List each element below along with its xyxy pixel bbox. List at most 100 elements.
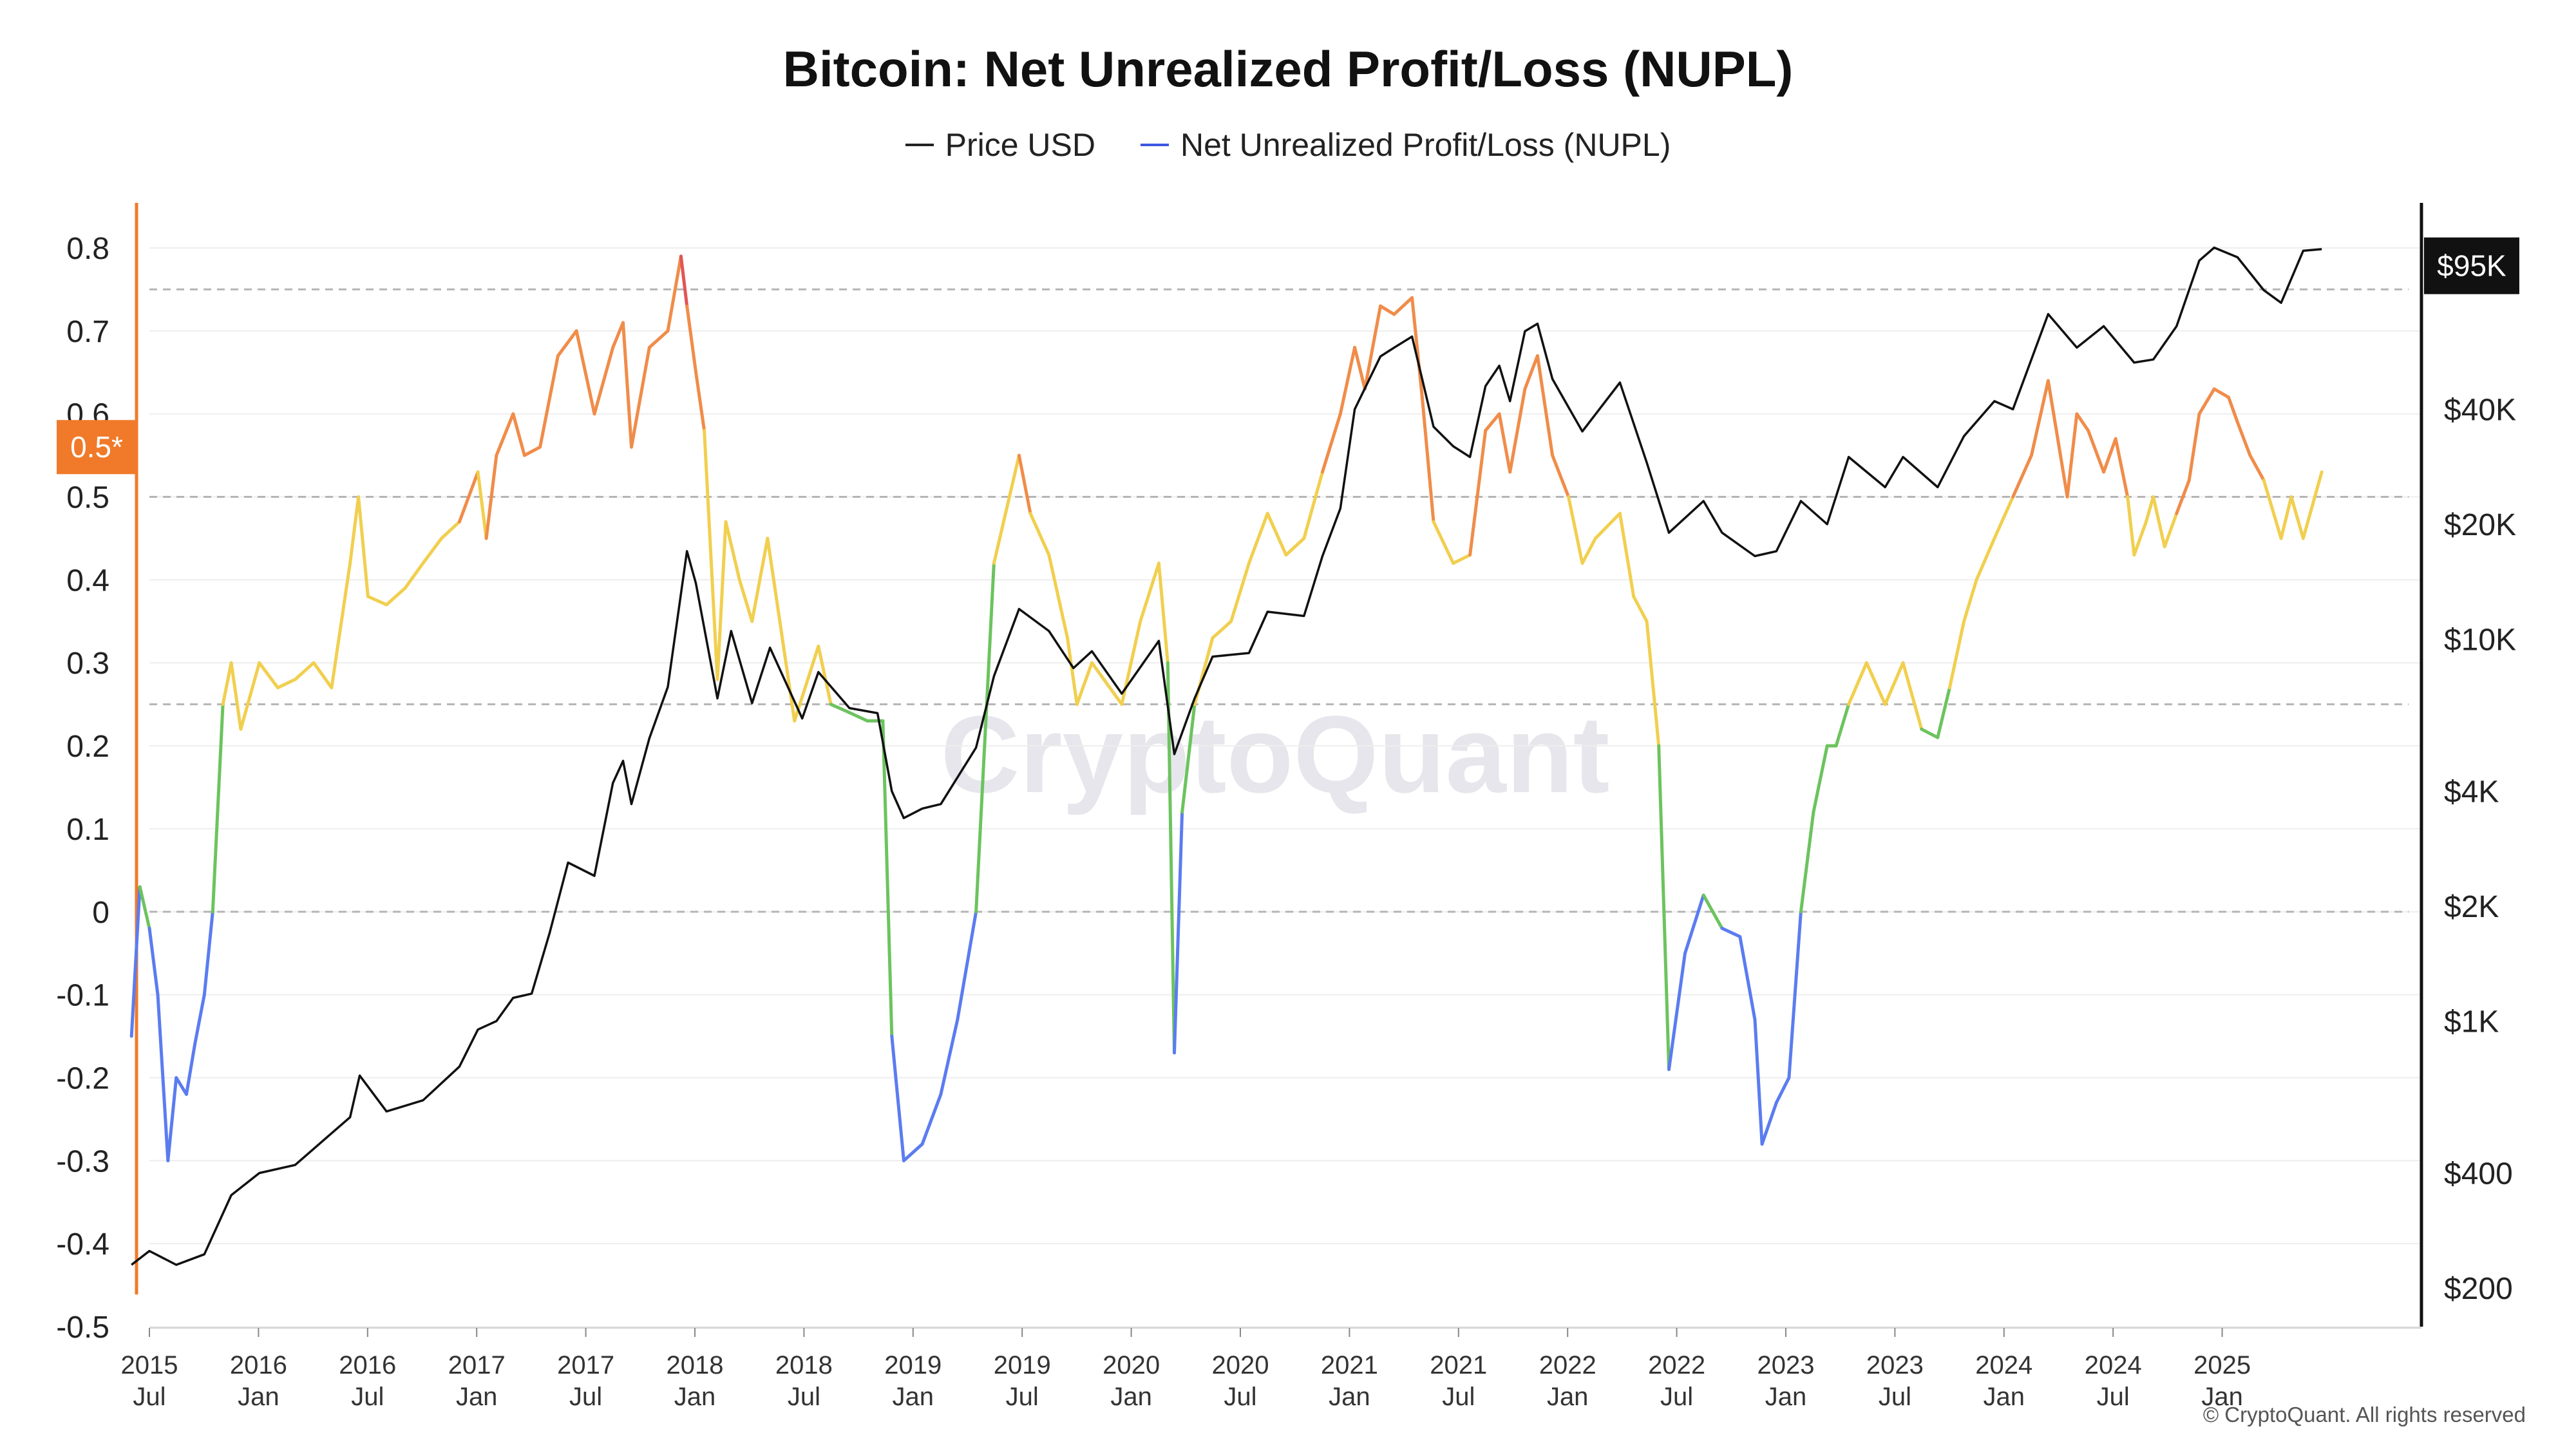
nupl-segment — [647, 329, 670, 350]
nupl-segment — [348, 495, 361, 565]
nupl-segment — [939, 1018, 960, 1096]
chart-title: Bitcoin: Net Unrealized Profit/Loss (NUP… — [782, 41, 1794, 97]
nupl-segment — [685, 304, 698, 374]
nupl-segment — [1432, 520, 1455, 565]
nupl-segment — [185, 1043, 196, 1096]
right-tick-label: $40K — [2444, 393, 2516, 427]
nupl-segment — [1864, 661, 1887, 706]
left-tick-label: 0.8 — [66, 232, 109, 266]
nupl-line-swatch — [1140, 144, 1169, 146]
x-tick-month: Jul — [351, 1383, 384, 1411]
left-tick-label: 0.4 — [66, 564, 109, 598]
nupl-segment — [2102, 437, 2117, 474]
nupl-segment — [2248, 453, 2266, 482]
nupl-segment — [1484, 412, 1501, 432]
nupl-segment — [1508, 387, 1527, 474]
nupl-segment — [1901, 661, 1924, 731]
nupl-segment — [2212, 387, 2230, 399]
nupl-segment — [611, 321, 625, 350]
right-tick-label: $4K — [2444, 775, 2499, 809]
x-tick-month: Jul — [1006, 1383, 1039, 1411]
legend-item-nupl[interactable]: Net Unrealized Profit/Loss (NUPL) — [1140, 126, 1671, 164]
nupl-segment — [1667, 951, 1687, 1072]
left-tick-label: -0.4 — [56, 1227, 109, 1262]
nupl-segment — [1353, 346, 1367, 391]
nupl-segment — [1284, 536, 1306, 557]
x-tick-year: 2016 — [230, 1351, 287, 1379]
nupl-segment — [276, 677, 297, 690]
right-tick-label: $20K — [2444, 508, 2516, 542]
price-line-swatch — [905, 144, 934, 146]
nupl-segment — [1452, 553, 1472, 565]
x-tick-month: Jul — [1660, 1383, 1693, 1411]
nupl-segment — [1738, 934, 1757, 1021]
nupl-segment — [484, 453, 498, 540]
x-tick-month: Jan — [1110, 1383, 1152, 1411]
x-tick-year: 2021 — [1430, 1351, 1487, 1379]
nupl-segment — [1580, 536, 1597, 565]
left-tick-label: 0.5 — [66, 481, 109, 515]
legend-item-price[interactable]: Price USD — [905, 126, 1095, 164]
nupl-segment — [2289, 495, 2305, 540]
nupl-segment — [1774, 1076, 1791, 1104]
nupl-segment — [556, 329, 578, 357]
x-tick-year: 2015 — [121, 1351, 178, 1379]
nupl-segment — [1102, 677, 1124, 706]
nupl-segment — [992, 453, 1021, 565]
price-line — [131, 246, 2322, 1266]
nupl-segment — [1753, 1018, 1764, 1146]
nupl-segment — [1947, 620, 1966, 690]
nupl-segment — [2046, 379, 2069, 498]
nupl-segment — [1265, 511, 1288, 557]
left-tick-label: 0.3 — [66, 647, 109, 681]
x-tick-year: 2019 — [994, 1351, 1051, 1379]
nupl-segment — [2126, 495, 2136, 557]
nupl-segment — [1173, 810, 1184, 1055]
right-axis-badge-label: $95K — [2437, 249, 2506, 283]
right-tick-label: $1K — [2444, 1005, 2499, 1039]
nupl-segment — [421, 536, 443, 565]
x-tick-year: 2018 — [667, 1351, 724, 1379]
x-tick-month: Jan — [456, 1383, 498, 1411]
nupl-segment — [920, 1092, 943, 1146]
left-tick-label: 0 — [92, 896, 109, 930]
nupl-segment — [1760, 1101, 1778, 1146]
x-tick-month: Jul — [788, 1383, 820, 1411]
nupl-segment — [679, 254, 689, 308]
right-tick-label: $400 — [2444, 1157, 2513, 1191]
x-tick-year: 2021 — [1321, 1351, 1378, 1379]
left-tick-label: -0.2 — [56, 1061, 109, 1095]
nupl-segment — [2175, 478, 2191, 515]
right-axis: $200 $400 $1K $2K $4K $10K $20K $40K — [2420, 203, 2516, 1327]
nupl-segment — [229, 661, 243, 731]
x-tick-month: Jul — [1879, 1383, 1911, 1411]
nupl-segment — [211, 703, 225, 914]
nupl-segment — [258, 661, 279, 690]
copyright-credit: © CryptoQuant. All rights reserved — [2202, 1403, 2526, 1426]
nupl-segment — [1975, 536, 1996, 582]
nupl-segment — [239, 661, 261, 731]
nupl-segment — [902, 1142, 924, 1162]
nupl-segment — [193, 993, 206, 1046]
nupl-segment — [2145, 495, 2155, 524]
nupl-segment — [703, 429, 719, 681]
nupl-segment — [357, 495, 370, 598]
nupl-segment — [2132, 520, 2148, 557]
nupl-segment — [848, 711, 869, 723]
left-tick-label: -0.5 — [56, 1311, 109, 1345]
watermark-logo: CryptoQuant — [941, 694, 1610, 816]
x-tick-year: 2024 — [1975, 1351, 2032, 1379]
nupl-segment — [1338, 346, 1357, 416]
nupl-segment — [666, 254, 683, 333]
nupl-segment — [2029, 379, 2050, 457]
x-tick-year: 2023 — [1757, 1351, 1815, 1379]
left-axis: 0.80.70.60.50.40.30.20.10-0.1-0.2-0.3-0.… — [56, 203, 138, 1345]
nupl-segment — [1787, 910, 1803, 1079]
nupl-segment — [1847, 661, 1868, 706]
left-tick-label: 0.2 — [66, 730, 109, 764]
nupl-segment — [1799, 810, 1815, 914]
nupl-segment — [1683, 893, 1705, 955]
left-tick-label: 0.1 — [66, 813, 109, 847]
nupl-segment — [538, 354, 560, 449]
